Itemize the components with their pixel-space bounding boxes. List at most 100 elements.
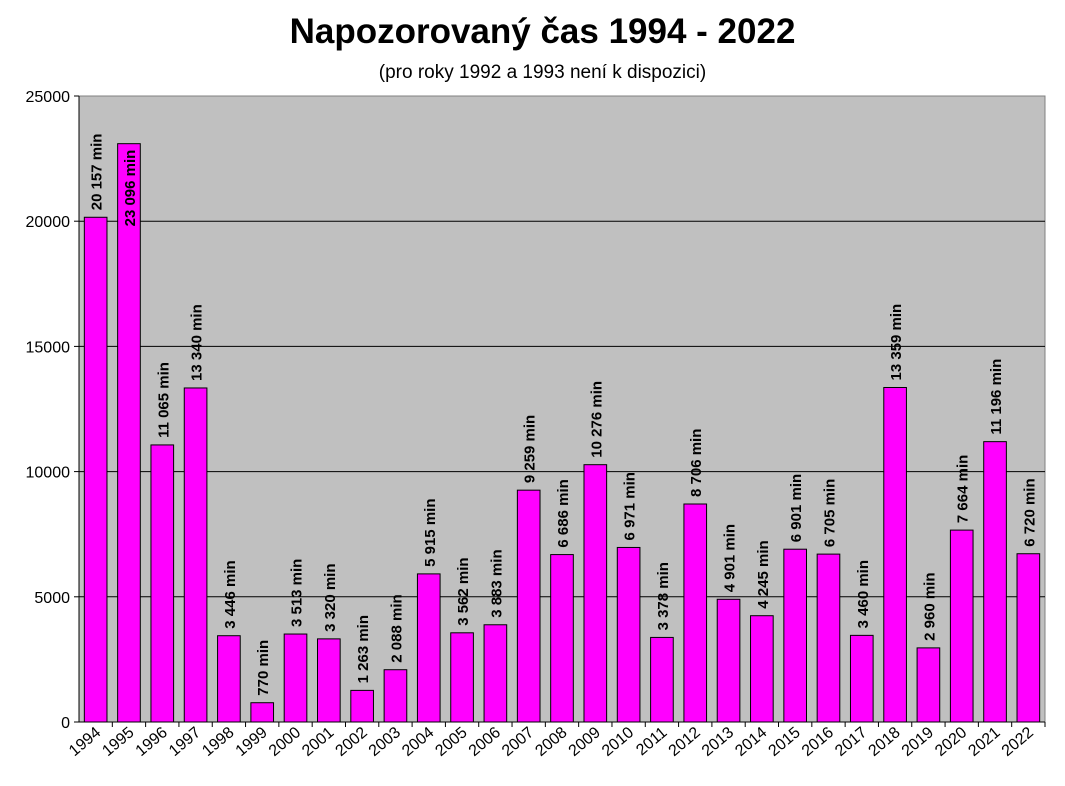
bar-2006 xyxy=(483,624,508,723)
data-label: 6 901 min xyxy=(788,474,805,542)
data-label: 3 562 min xyxy=(455,557,472,625)
bar-1994 xyxy=(83,216,108,723)
bar-2003 xyxy=(383,669,408,723)
data-label: 5 915 min xyxy=(422,499,439,567)
bar-2016 xyxy=(816,553,841,723)
chart-subtitle: (pro roky 1992 a 1993 není k dispozici) xyxy=(378,62,707,83)
data-label: 4 901 min xyxy=(722,524,739,592)
y-tick-label: 0 xyxy=(61,715,70,732)
bar-1999 xyxy=(250,702,275,723)
x-tick-label: 2012 xyxy=(666,724,704,760)
x-tick-label: 1999 xyxy=(233,724,271,760)
y-tick-label: 15000 xyxy=(26,339,71,356)
x-tick-label: 1996 xyxy=(133,724,171,760)
bar-2001 xyxy=(317,638,341,723)
data-label: 6 720 min xyxy=(1021,478,1038,546)
data-label: 9 259 min xyxy=(522,415,539,483)
data-label: 23 096 min xyxy=(122,150,139,227)
bar-1996 xyxy=(150,444,175,723)
bar-1998 xyxy=(217,635,241,723)
bar-2015 xyxy=(783,548,807,723)
data-label: 6 705 min xyxy=(821,479,838,547)
bar-2014 xyxy=(750,615,774,723)
bar-2019 xyxy=(916,647,941,723)
data-label: 4 245 min xyxy=(755,540,772,608)
y-tick-label: 20000 xyxy=(26,214,71,231)
data-label: 20 157 min xyxy=(89,134,106,211)
x-axis: 1994199519961997199819992000200120022003… xyxy=(66,721,1046,760)
x-tick-label: 2013 xyxy=(699,724,737,760)
data-label: 13 359 min xyxy=(888,304,905,381)
x-tick-label: 2005 xyxy=(432,724,470,760)
data-label: 770 min xyxy=(255,640,272,696)
data-labels: 20 157 min 23 096 min 11 065 min 13 340 min… xyxy=(89,134,1039,696)
bar-2007 xyxy=(516,489,541,723)
bar-2018 xyxy=(883,386,907,723)
data-label: 8 706 min xyxy=(688,429,705,497)
y-tick-label: 5000 xyxy=(34,590,70,607)
bar-2005 xyxy=(450,632,474,723)
x-tick-label: 1994 xyxy=(66,724,104,760)
x-tick-label: 2019 xyxy=(899,724,937,760)
x-tick-label: 2006 xyxy=(466,724,504,760)
bar-2008 xyxy=(550,554,574,723)
x-tick-label: 2002 xyxy=(333,724,371,760)
x-tick-label: 2008 xyxy=(532,724,570,760)
bars xyxy=(83,143,1041,723)
bar-1995 xyxy=(117,143,141,723)
data-label: 6 686 min xyxy=(555,479,572,547)
bar-1997 xyxy=(183,387,208,723)
bar-2011 xyxy=(650,636,674,723)
data-label: 3 320 min xyxy=(322,563,339,631)
data-label: 2 960 min xyxy=(921,573,938,641)
data-label: 10 276 min xyxy=(588,381,605,458)
x-tick-label: 1995 xyxy=(99,724,137,760)
data-label: 11 196 min xyxy=(988,359,1005,435)
data-label: 3 446 min xyxy=(222,560,239,628)
x-tick-label: 2015 xyxy=(766,724,804,760)
data-label: 13 340 min xyxy=(189,304,206,381)
bar-2022 xyxy=(1016,553,1041,723)
x-tick-label: 1997 xyxy=(166,724,204,760)
x-tick-label: 2011 xyxy=(633,724,670,759)
y-tick-label: 10000 xyxy=(26,465,71,482)
chart-title: Napozorovaný čas 1994 - 2022 xyxy=(289,12,796,51)
bar-2000 xyxy=(283,633,308,723)
data-label: 6 971 min xyxy=(622,472,639,540)
x-tick-label: 2016 xyxy=(799,724,837,760)
bar-2013 xyxy=(716,598,741,723)
x-tick-label: 2014 xyxy=(732,724,770,760)
bar-2020 xyxy=(949,529,974,723)
x-tick-label: 2021 xyxy=(965,724,1003,760)
data-label: 3 460 min xyxy=(855,560,872,628)
x-tick-label: 2010 xyxy=(599,724,637,760)
x-tick-label: 2000 xyxy=(266,724,304,760)
bar-2004 xyxy=(416,573,441,723)
bar-2012 xyxy=(683,503,708,723)
data-label: 1 263 min xyxy=(355,615,372,683)
bar-2010 xyxy=(616,546,641,723)
bar-2021 xyxy=(983,441,1007,723)
data-label: 11 065 min xyxy=(155,362,172,438)
x-tick-label: 2017 xyxy=(832,724,870,760)
y-axis: 0 5000 10000 15000 20000 25000 xyxy=(26,89,80,732)
data-label: 3 513 min xyxy=(289,559,306,627)
x-tick-label: 2004 xyxy=(399,724,437,760)
data-label: 2 088 min xyxy=(388,594,405,662)
x-tick-label: 2007 xyxy=(499,724,537,760)
bar-2002 xyxy=(350,689,374,723)
bar-2017 xyxy=(849,634,874,723)
x-tick-label: 2020 xyxy=(932,724,970,760)
x-tick-label: 2018 xyxy=(865,724,903,760)
x-tick-label: 2009 xyxy=(566,724,604,760)
data-label: 3 378 min xyxy=(655,562,672,630)
y-tick-label: 25000 xyxy=(26,89,71,106)
x-tick-label: 2022 xyxy=(999,724,1037,760)
bar-2009 xyxy=(583,464,608,723)
data-label: 3 883 min xyxy=(488,549,505,617)
data-label: 7 664 min xyxy=(955,455,972,523)
x-tick-label: 2001 xyxy=(299,724,337,760)
x-tick-label: 2003 xyxy=(366,724,404,760)
x-tick-label: 1998 xyxy=(199,724,237,760)
